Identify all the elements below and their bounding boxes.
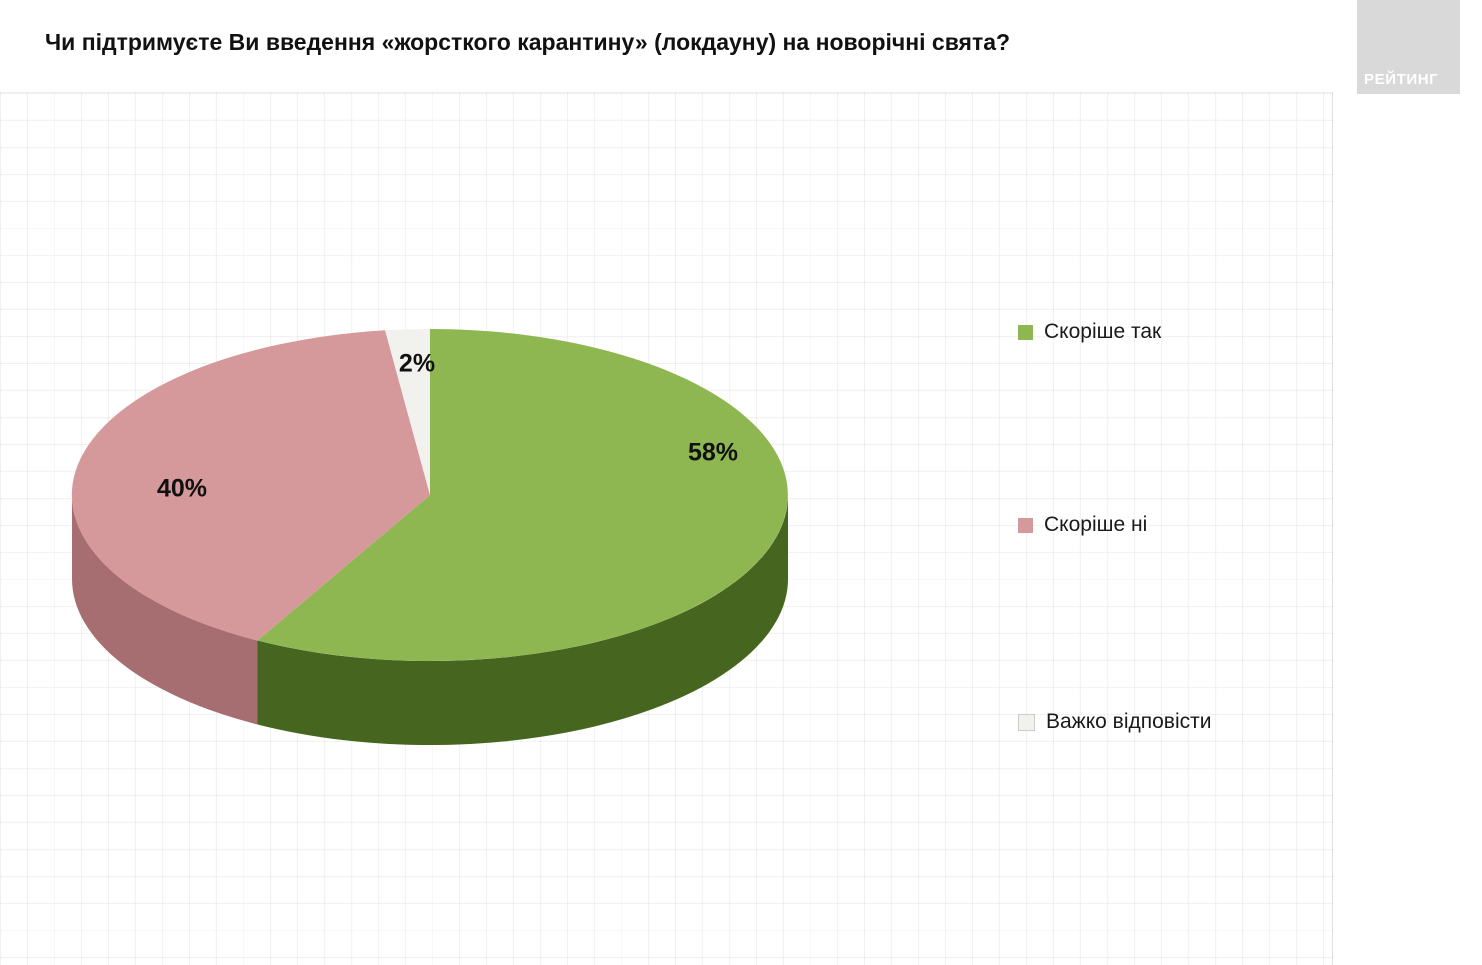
legend-label-hard-to-answer: Важко відповісти bbox=[1046, 710, 1212, 733]
pie-slice-top-1 bbox=[71, 330, 430, 641]
pie-slice-top-0 bbox=[257, 329, 788, 661]
legend-item-no: Скоріше ні bbox=[1018, 513, 1147, 537]
slice-label-yes: 58% bbox=[687, 438, 739, 467]
legend-label-no: Скоріше ні bbox=[1044, 513, 1148, 536]
pie-slice-top-2 bbox=[385, 329, 430, 495]
slice-label-hard-to-answer: 2% bbox=[398, 349, 436, 378]
legend-item-yes: Скоріше так bbox=[1018, 320, 1161, 344]
rating-logo-text: РЕЙТИНГ bbox=[1364, 71, 1439, 88]
pie-slice-side-1 bbox=[71, 495, 258, 725]
legend-swatch-yes bbox=[1018, 324, 1033, 340]
chart-title: Чи підтримуєте Ви введення «жорсткого ка… bbox=[45, 29, 1011, 55]
legend-item-hard-to-answer: Важко відповісти bbox=[1018, 710, 1211, 734]
legend-label-yes: Скоріше так bbox=[1044, 320, 1162, 343]
rating-logo: РЕЙТИНГ bbox=[1357, 0, 1460, 94]
legend-swatch-no bbox=[1018, 517, 1033, 533]
pie-slice-side-0 bbox=[257, 495, 788, 746]
legend-swatch-hard-to-answer bbox=[1018, 713, 1035, 731]
slice-label-no: 40% bbox=[156, 474, 208, 503]
